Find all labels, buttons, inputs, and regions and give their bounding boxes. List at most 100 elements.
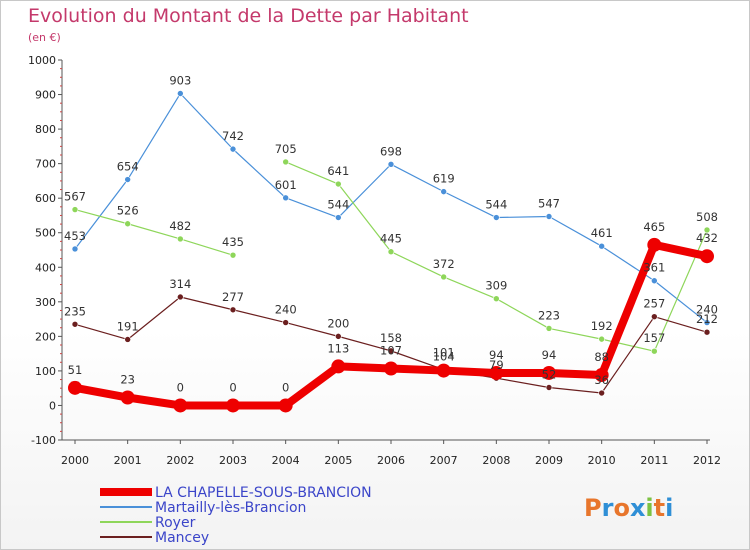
chart-subtitle: (en €): [28, 31, 61, 44]
data-labels: 453 654 903 742 601 544 698 619 544 547 461 361 240 5…: [64, 74, 718, 395]
data-point: [651, 347, 658, 355]
data-point: [229, 145, 237, 153]
legend-entry: LA CHAPELLE-SOUS-BRANCION: [155, 485, 372, 501]
data-point: [651, 277, 658, 285]
data-label: 705: [275, 142, 297, 156]
data-label: 212: [696, 312, 718, 326]
data-label: 432: [696, 231, 718, 245]
data-point: [71, 320, 79, 328]
x-tick-label: 2002: [166, 454, 194, 467]
data-label: 0: [177, 380, 184, 394]
x-tick-label: 2005: [324, 454, 352, 467]
x-tick-label: 2000: [61, 454, 89, 467]
data-label: 101: [433, 346, 455, 360]
data-label: 0: [229, 380, 236, 394]
y-tick-label: -100: [31, 434, 56, 447]
data-point: [598, 389, 605, 397]
data-point: [594, 368, 609, 383]
data-label: 453: [64, 229, 86, 243]
data-label: 654: [117, 160, 139, 174]
data-label: 23: [120, 373, 135, 387]
x-tick-label: 2011: [640, 454, 668, 467]
data-point: [282, 194, 289, 202]
data-label: 465: [643, 220, 665, 234]
y-tick-label: 800: [35, 123, 56, 136]
data-label: 544: [485, 198, 507, 212]
data-label: 372: [433, 257, 455, 271]
data-point: [542, 365, 556, 380]
data-point: [387, 347, 395, 355]
x-tick-label: 2008: [482, 454, 510, 467]
data-point: [598, 242, 605, 250]
data-point: [124, 176, 131, 183]
data-point: [440, 273, 447, 281]
y-tick-label: 200: [35, 330, 56, 343]
data-point: [545, 384, 553, 391]
data-label: 619: [433, 172, 455, 186]
data-point: [651, 313, 658, 320]
data-point: [229, 251, 237, 259]
legend: LA CHAPELLE-SOUS-BRANCIONMartailly-lès-B…: [100, 485, 372, 546]
data-point: [68, 380, 82, 395]
y-tick-label: 900: [35, 89, 56, 102]
x-tick-label: 2010: [588, 454, 616, 467]
data-point: [229, 306, 237, 314]
data-point: [387, 161, 395, 168]
data-label: 435: [222, 235, 244, 249]
data-point: [124, 220, 131, 228]
data-label: 0: [282, 380, 289, 394]
series-line: [74, 208, 234, 256]
y-tick-label: 0: [49, 399, 56, 412]
data-label: 544: [327, 198, 349, 212]
data-point: [703, 319, 711, 326]
x-tick-label: 2001: [114, 454, 142, 467]
data-point: [71, 206, 79, 213]
y-tick-label: 100: [35, 365, 56, 378]
data-point: [335, 214, 342, 221]
data-point: [598, 335, 605, 343]
data-label: 641: [327, 164, 349, 178]
data-label: 257: [643, 297, 665, 311]
data-point: [545, 213, 553, 220]
data-label: 94: [542, 348, 557, 362]
y-tick-label: 400: [35, 261, 56, 274]
data-label: 903: [169, 74, 191, 88]
data-point: [278, 398, 293, 413]
legend-entry: Royer: [155, 515, 196, 531]
data-label: 461: [591, 226, 613, 240]
data-point: [493, 295, 500, 303]
data-point: [489, 365, 504, 380]
data-point: [335, 333, 342, 340]
data-point: [177, 293, 184, 301]
data-label: 88: [594, 350, 609, 364]
data-point: [335, 180, 342, 188]
data-point: [703, 226, 711, 234]
proxiti-logo: Proxiti: [584, 494, 673, 522]
data-label: 94: [489, 348, 504, 362]
data-label: 482: [169, 219, 191, 233]
data-point: [387, 248, 395, 256]
data-point: [331, 359, 346, 374]
data-label: 51: [68, 363, 83, 377]
data-label: 52: [542, 367, 557, 381]
data-label: 445: [380, 232, 402, 246]
x-tick-label: 2003: [219, 454, 247, 467]
data-point: [177, 90, 184, 97]
y-tick-label: 500: [35, 227, 56, 240]
data-point: [703, 328, 711, 336]
y-tick-label: 1000: [28, 54, 56, 67]
data-label: 526: [117, 204, 139, 218]
data-label: 240: [275, 303, 297, 317]
x-tick-label: 2004: [272, 454, 300, 467]
data-point: [493, 214, 500, 221]
data-label: 79: [489, 358, 504, 372]
data-label: 200: [327, 316, 349, 330]
data-point: [700, 249, 714, 264]
data-label: 113: [327, 341, 349, 355]
data-point: [647, 237, 662, 252]
data-label: 107: [380, 343, 402, 357]
data-point: [436, 363, 451, 378]
